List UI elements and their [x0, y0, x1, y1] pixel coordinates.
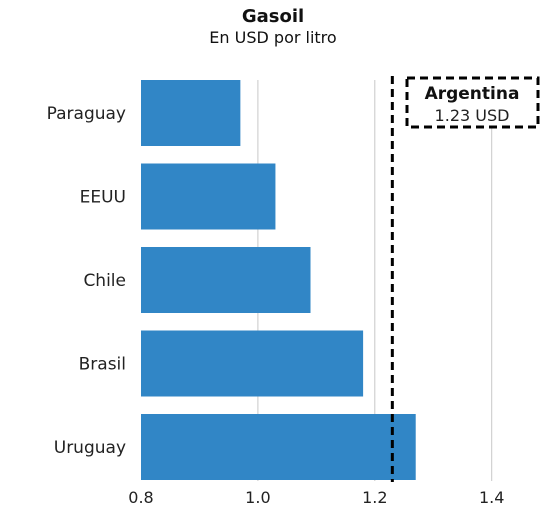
x-tick-label-1-0: 1.0	[245, 488, 270, 507]
x-tick-label-1-2: 1.2	[362, 488, 387, 507]
bar-uruguay	[141, 414, 416, 480]
category-labels: Paraguay EEUU Chile Brasil Uruguay	[47, 104, 126, 458]
bar-paraguay	[141, 80, 241, 146]
bar-brasil	[141, 330, 364, 397]
x-tick-label-1-4: 1.4	[479, 488, 504, 507]
chart-subtitle: En USD por litro	[209, 28, 336, 47]
reference-value-label: 1.23 USD	[435, 106, 510, 125]
category-label-uruguay: Uruguay	[54, 438, 126, 458]
category-label-eeuu: EEUU	[80, 188, 126, 208]
category-label-paraguay: Paraguay	[47, 104, 126, 124]
reference-name: Argentina	[425, 84, 520, 104]
reference-box	[405, 76, 540, 129]
category-label-brasil: Brasil	[79, 355, 126, 375]
x-tick-label-0-8: 0.8	[128, 488, 153, 507]
bars	[141, 80, 416, 480]
reference-marker: Argentina 1.23 USD	[390, 76, 540, 482]
category-label-chile: Chile	[83, 271, 126, 291]
bar-chile	[141, 247, 311, 313]
bar-eeuu	[141, 163, 276, 230]
x-axis-ticks: 0.8 1.0 1.2 1.4	[128, 488, 504, 507]
chart-title: Gasoil	[242, 6, 304, 27]
